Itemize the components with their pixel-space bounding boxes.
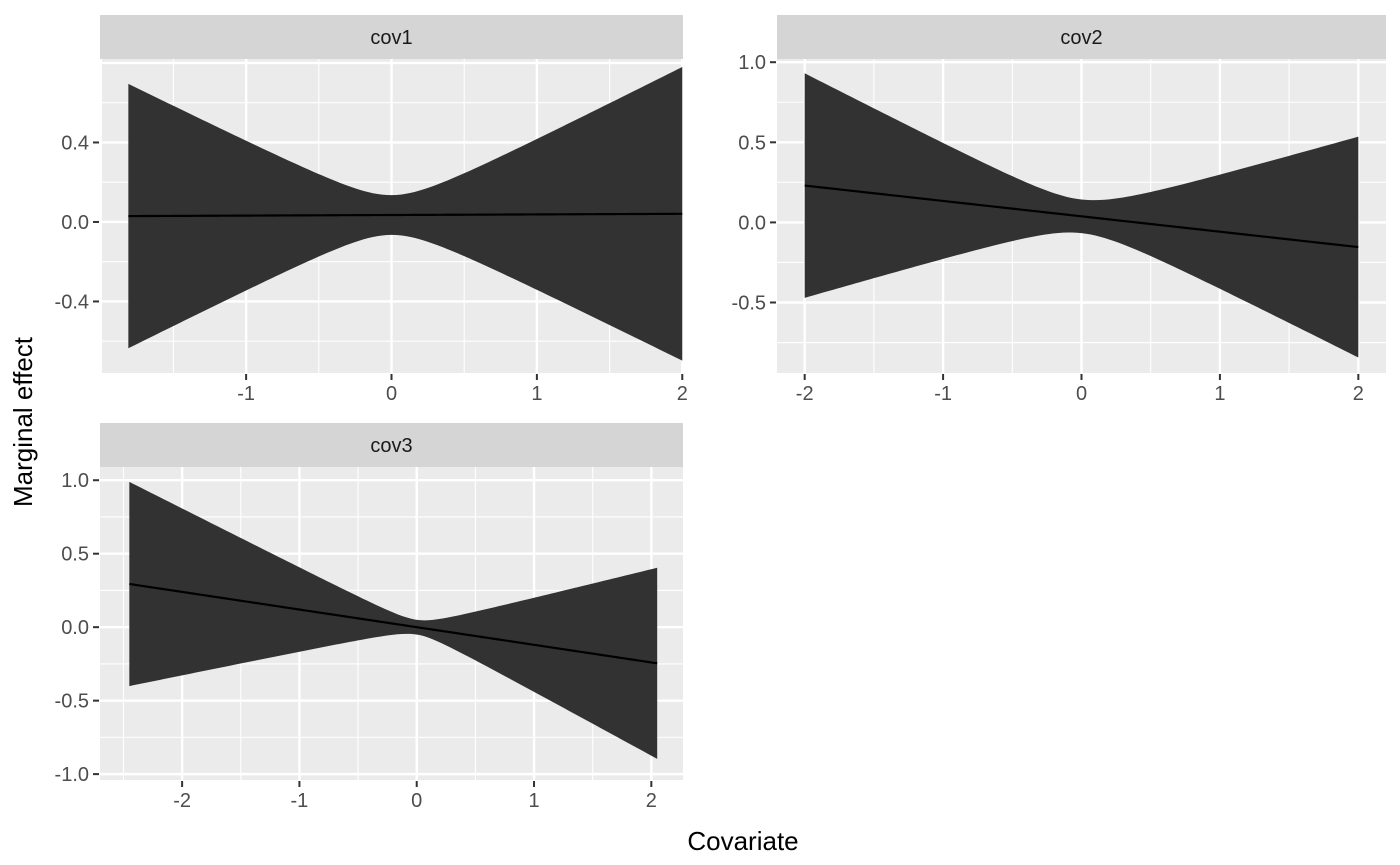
facet-strip-label: cov2	[1060, 27, 1102, 49]
marginal-effect-line	[128, 212, 683, 218]
y-tick-label: 0.5	[738, 132, 766, 154]
marginal-effect-line	[804, 184, 1359, 249]
facet-strip-label: cov1	[370, 27, 412, 49]
panel-content	[777, 59, 1386, 373]
y-tick-label: 1.0	[738, 52, 766, 74]
y-tick-label: -0.4	[55, 291, 89, 313]
facet-panel-cov1: cov1 -1 0 1 2 0.4 0.0 -0.4	[55, 15, 688, 405]
x-axis-title: Covariate	[687, 826, 799, 856]
facet-strip	[100, 423, 683, 467]
x-tick-label: 2	[1353, 383, 1364, 405]
confidence-ribbon	[128, 66, 683, 361]
y-tick-label: -0.5	[55, 691, 89, 713]
y-tick-label: 0.0	[61, 212, 89, 234]
x-tick-label: -1	[291, 790, 309, 812]
panel-content	[100, 59, 683, 373]
y-tick-label: 0.4	[61, 132, 89, 154]
x-tick-label: -1	[237, 383, 255, 405]
x-tick-label: -2	[796, 383, 814, 405]
facet-strip-label: cov3	[370, 435, 412, 457]
y-tick-label: -1.0	[55, 764, 89, 786]
x-tick-label: 0	[411, 790, 422, 812]
y-tick-label: 1.0	[61, 470, 89, 492]
y-tick-label: 0.0	[61, 617, 89, 639]
facet-panel-cov3: cov3 -2 -1 0 1 2 1.0 0.5 0.0 -0.5 -1.0	[55, 423, 683, 812]
confidence-ribbon	[129, 481, 658, 759]
facet-panel-cov2: cov2 -2 -1 0 1 2 1.0 0.5 0.0 -0.5	[732, 15, 1386, 405]
x-tick-label: 1	[531, 383, 542, 405]
facet-strip	[777, 15, 1386, 59]
x-tick-label: -1	[934, 383, 952, 405]
x-tick-label: 2	[646, 790, 657, 812]
panel-content	[100, 467, 683, 780]
y-axis-title: Marginal effect	[8, 336, 38, 508]
x-tick-label: 0	[1076, 383, 1087, 405]
y-tick-label: 0.5	[61, 544, 89, 566]
x-tick-label: 0	[386, 383, 397, 405]
x-tick-label: -2	[173, 790, 191, 812]
x-tick-label: 1	[1214, 383, 1225, 405]
y-tick-label: 0.0	[738, 212, 766, 234]
facet-strip	[100, 15, 683, 59]
y-tick-label: -0.5	[732, 293, 766, 315]
x-tick-label: 1	[528, 790, 539, 812]
x-tick-label: 2	[677, 383, 688, 405]
marginal-effect-line	[129, 582, 658, 665]
